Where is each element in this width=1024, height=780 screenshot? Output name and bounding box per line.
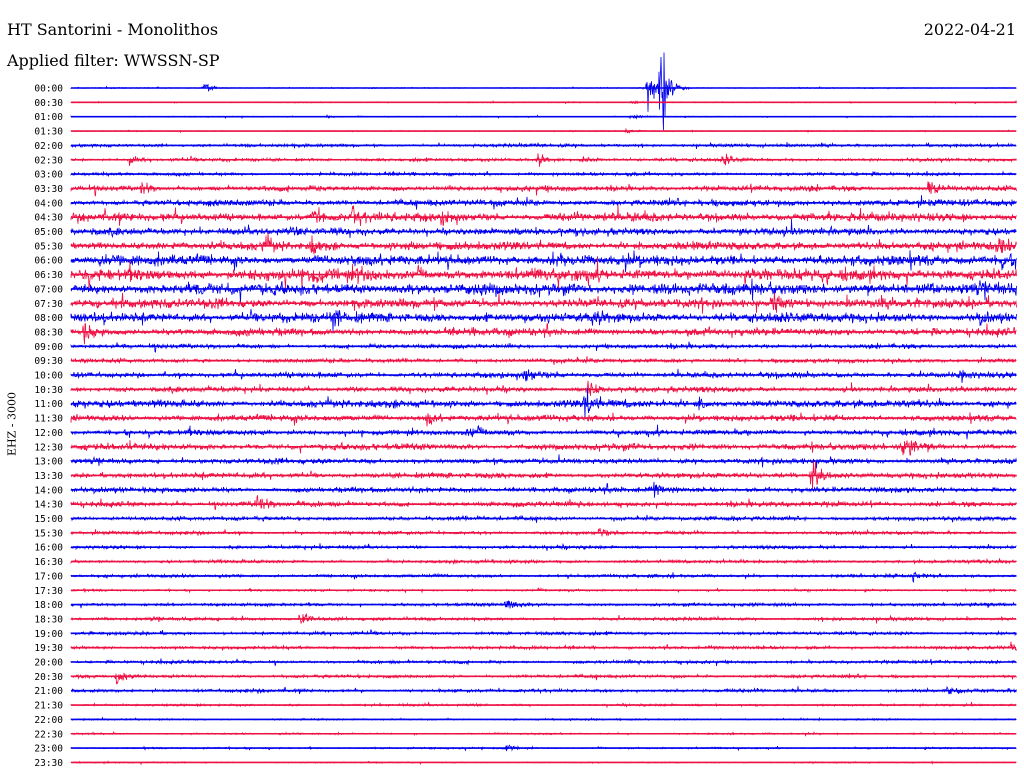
row-time-label: 04:30 bbox=[34, 213, 63, 224]
trace-row bbox=[70, 440, 1017, 456]
row-time-label: 15:00 bbox=[34, 514, 63, 525]
row-time-label: 14:00 bbox=[34, 485, 63, 496]
trace-row bbox=[70, 308, 1017, 332]
station-title: HT Santorini - Monolithos bbox=[7, 20, 219, 39]
row-time-label: 03:30 bbox=[34, 184, 63, 195]
row-time-label: 00:30 bbox=[34, 98, 63, 109]
row-time-label: 08:30 bbox=[34, 327, 63, 338]
trace-row bbox=[70, 204, 1017, 227]
row-time-label: 21:30 bbox=[34, 701, 63, 712]
row-time-label: 16:00 bbox=[34, 543, 63, 554]
row-time-label: 08:00 bbox=[34, 313, 63, 324]
row-time-label: 06:30 bbox=[34, 270, 63, 281]
trace-row bbox=[70, 571, 1017, 583]
row-time-label: 17:30 bbox=[34, 586, 63, 597]
row-time-label: 11:00 bbox=[34, 399, 63, 410]
trace-group bbox=[70, 52, 1017, 766]
date-label: 2022-04-21 bbox=[923, 20, 1016, 39]
row-time-label: 17:00 bbox=[34, 571, 63, 582]
row-time-label: 10:00 bbox=[34, 371, 63, 382]
row-time-label: 13:00 bbox=[34, 457, 63, 468]
trace-row bbox=[70, 368, 1017, 383]
filter-label: Applied filter: WWSSN-SP bbox=[7, 51, 220, 70]
row-time-label: 21:00 bbox=[34, 686, 63, 697]
row-time-label: 09:30 bbox=[34, 356, 63, 367]
row-time-label: 16:30 bbox=[34, 557, 63, 568]
row-time-label: 20:30 bbox=[34, 672, 63, 683]
trace-row bbox=[70, 323, 1017, 345]
row-time-label: 07:30 bbox=[34, 299, 63, 310]
row-time-label: 01:00 bbox=[34, 112, 63, 123]
row-time-label: 19:00 bbox=[34, 629, 63, 640]
row-time-label: 22:00 bbox=[34, 715, 63, 726]
row-time-label: 14:30 bbox=[34, 500, 63, 511]
trace-row bbox=[70, 250, 1017, 273]
trace-row bbox=[70, 672, 1017, 685]
filter-name: WWSSN-SP bbox=[123, 51, 220, 70]
trace-row bbox=[70, 278, 1017, 304]
row-time-label: 23:30 bbox=[34, 758, 63, 769]
row-time-label: 12:30 bbox=[34, 442, 63, 453]
row-time-label: 11:30 bbox=[34, 414, 63, 425]
row-time-label: 22:30 bbox=[34, 729, 63, 740]
filter-prefix: Applied filter: bbox=[7, 51, 119, 70]
trace-row bbox=[70, 412, 1017, 427]
trace-row bbox=[70, 495, 1017, 511]
channel-label: EHZ - 3000 bbox=[5, 392, 19, 456]
row-time-label: 13:30 bbox=[34, 471, 63, 482]
row-time-label: 20:00 bbox=[34, 658, 63, 669]
row-time-label: 09:00 bbox=[34, 342, 63, 353]
row-time-label: 07:00 bbox=[34, 284, 63, 295]
row-time-label: 12:00 bbox=[34, 428, 63, 439]
row-time-label: 05:00 bbox=[34, 227, 63, 238]
trace-row bbox=[70, 232, 1017, 255]
time-label-group: 00:00 00:30 01:00 01:30 02:00 02:30 03:00 03:30… bbox=[34, 84, 63, 769]
trace-row bbox=[70, 219, 1017, 239]
row-time-label: 00:00 bbox=[34, 84, 63, 95]
row-time-label: 15:30 bbox=[34, 528, 63, 539]
row-time-label: 05:30 bbox=[34, 241, 63, 252]
row-time-label: 02:30 bbox=[34, 155, 63, 166]
row-time-label: 02:00 bbox=[34, 141, 63, 152]
row-time-label: 19:30 bbox=[34, 643, 63, 654]
row-time-label: 18:00 bbox=[34, 600, 63, 611]
row-time-label: 06:00 bbox=[34, 256, 63, 267]
trace-row bbox=[70, 641, 1017, 652]
row-time-label: 10:30 bbox=[34, 385, 63, 396]
row-time-label: 03:00 bbox=[34, 170, 63, 181]
row-time-label: 04:00 bbox=[34, 198, 63, 209]
trace-row bbox=[70, 256, 1017, 289]
row-time-label: 18:30 bbox=[34, 614, 63, 625]
row-time-label: 01:30 bbox=[34, 127, 63, 138]
row-time-label: 23:00 bbox=[34, 744, 63, 755]
trace-row bbox=[70, 380, 1017, 396]
